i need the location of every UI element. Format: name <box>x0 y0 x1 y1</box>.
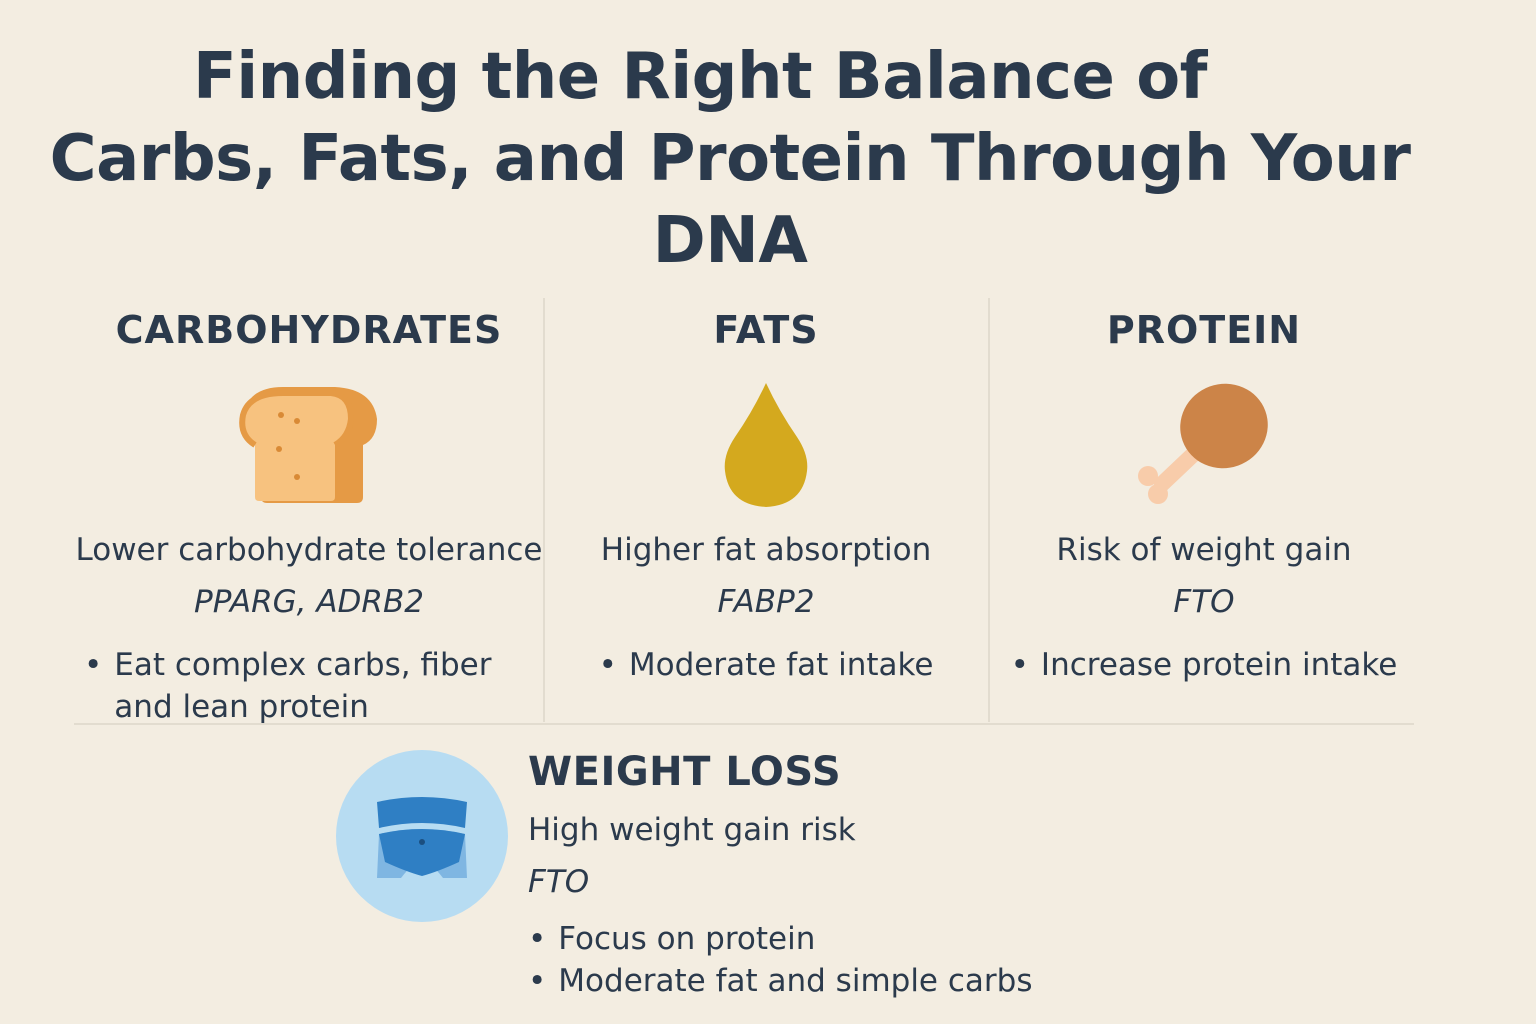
column-heading: CARBOHYDRATES <box>115 308 503 352</box>
weight-loss-heading: WEIGHT LOSS <box>528 749 842 795</box>
column-description: Risk of weight gain <box>1056 532 1352 568</box>
recommendation-text: Increase protein intake <box>1040 647 1398 683</box>
weight-loss-badge <box>336 750 508 922</box>
column-divider <box>543 298 545 722</box>
protein-column: PROTEIN Risk of weight gain FTO • Increa… <box>992 300 1416 686</box>
title-line-3: DNA <box>652 204 808 278</box>
recommendation: • Moderate fat intake <box>548 644 984 686</box>
waist-icon <box>377 797 467 878</box>
carbohydrates-column: CARBOHYDRATES Lower carbohydrate toleran… <box>70 300 548 728</box>
weight-loss-recommendations: • Focus on protein • Moderate fat and si… <box>528 918 1032 1002</box>
title-line-2: Carbs, Fats, and Protein Through Your <box>49 122 1411 196</box>
recommendation: • Increase protein intake <box>992 644 1416 686</box>
gene-names: FTO <box>1173 584 1235 620</box>
gene-names: FABP2 <box>717 584 815 620</box>
recommendation: • Moderate fat and simple carbs <box>528 960 1032 1002</box>
page-title: Finding the Right Balance of Carbs, Fats… <box>0 36 1460 282</box>
bullet: • <box>598 647 617 683</box>
recommendation: • Eat complex carbs, fiber and lean prot… <box>70 644 548 728</box>
bread-icon <box>70 372 548 518</box>
bullet: • <box>84 647 103 683</box>
oil-drop-icon <box>548 372 984 518</box>
title-line-1: Finding the Right Balance of <box>192 40 1208 114</box>
weight-loss-section: WEIGHT LOSS High weight gain risk FTO • … <box>528 744 1032 1002</box>
column-description: Higher fat absorption <box>600 532 932 568</box>
column-heading: PROTEIN <box>1106 308 1302 352</box>
fats-column: FATS Higher fat absorption FABP2 • Moder… <box>548 300 984 686</box>
bullet: • <box>528 921 547 957</box>
column-divider <box>988 298 990 722</box>
recommendation-text: Eat complex carbs, fiber and lean protei… <box>114 647 492 725</box>
column-description: Lower carbohydrate tolerance <box>75 532 543 568</box>
weight-loss-gene: FTO <box>528 864 590 900</box>
gene-names: PPARG, ADRB2 <box>194 584 424 620</box>
recommendation-text: Focus on protein <box>558 921 816 957</box>
recommendation-text: Moderate fat intake <box>628 647 934 683</box>
bullet: • <box>528 963 547 999</box>
chicken-leg-icon <box>992 372 1416 518</box>
weight-loss-description: High weight gain risk <box>528 812 856 848</box>
bullet: • <box>1010 647 1029 683</box>
recommendation: • Focus on protein <box>528 918 1032 960</box>
section-divider <box>74 723 1414 725</box>
recommendation-text: Moderate fat and simple carbs <box>558 963 1033 999</box>
column-heading: FATS <box>713 308 819 352</box>
